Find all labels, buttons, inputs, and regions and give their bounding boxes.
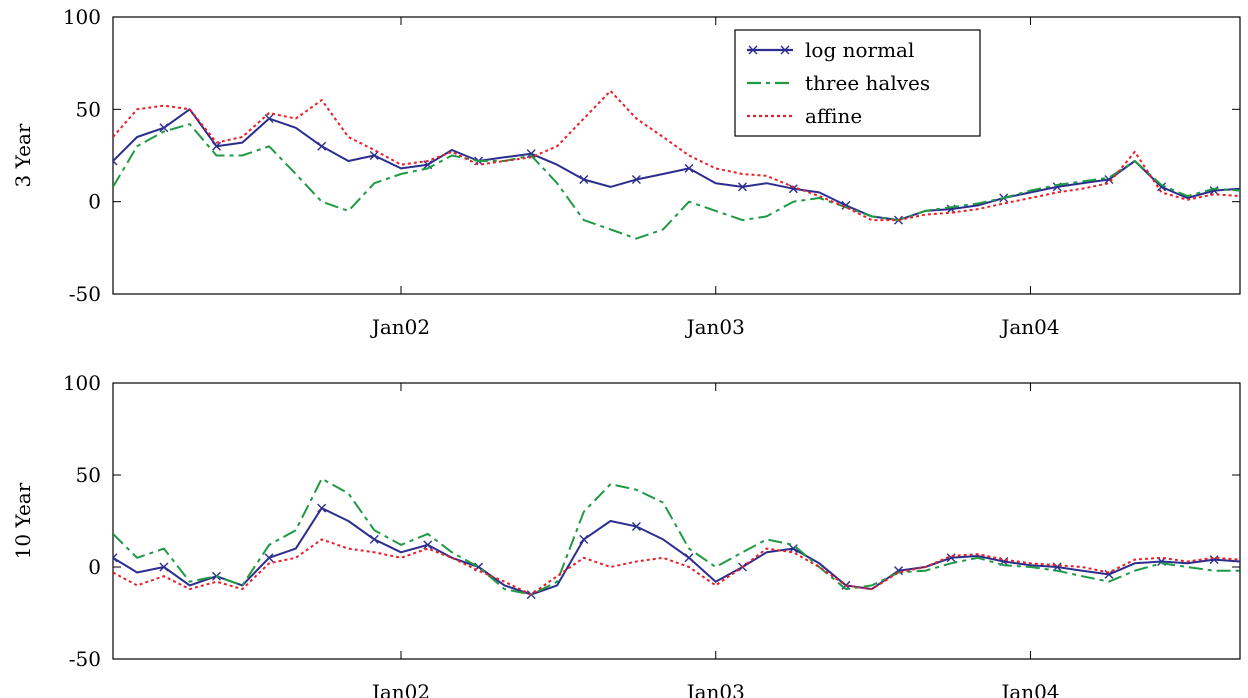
data-point-marker bbox=[423, 540, 433, 550]
legend-marker bbox=[780, 45, 790, 55]
series-line bbox=[113, 108, 1240, 222]
data-point-marker bbox=[1209, 555, 1219, 565]
data-point-marker bbox=[579, 534, 589, 544]
x-tick-label: Jan04 bbox=[999, 680, 1059, 698]
y-axis-label: 3 Year bbox=[11, 123, 35, 187]
series-affine bbox=[113, 538, 1240, 596]
chart-panel-1: -50 0 50 100 Jan02 Jan03 Jan04 3 Year log normal… bbox=[11, 5, 1241, 339]
y-tick-label: 50 bbox=[76, 97, 101, 121]
data-point-marker bbox=[737, 182, 747, 192]
x-tick-label: Jan03 bbox=[685, 315, 745, 339]
x-tick-label: Jan04 bbox=[999, 315, 1059, 339]
data-point-marker bbox=[159, 123, 169, 133]
plot-frame bbox=[112, 16, 1241, 295]
data-point-marker bbox=[526, 149, 536, 159]
y-tick-label: 0 bbox=[88, 555, 101, 579]
legend-marker bbox=[748, 45, 758, 55]
legend-label: affine bbox=[805, 104, 862, 128]
data-point-marker bbox=[211, 141, 221, 151]
data-point-marker bbox=[631, 175, 641, 185]
series-affine bbox=[113, 89, 1240, 222]
series-line bbox=[113, 123, 1240, 240]
data-point-marker bbox=[631, 522, 641, 532]
data-point-marker bbox=[788, 184, 798, 194]
series-line bbox=[113, 89, 1240, 222]
data-point-marker bbox=[159, 562, 169, 572]
series-log-normal bbox=[113, 503, 1240, 600]
legend-label: log normal bbox=[805, 38, 914, 62]
data-point-marker bbox=[579, 175, 589, 185]
series-three-halves bbox=[113, 123, 1240, 240]
legend-label: three halves bbox=[805, 71, 930, 95]
data-point-marker bbox=[684, 163, 694, 173]
data-point-marker bbox=[264, 114, 274, 124]
data-point-marker bbox=[684, 553, 694, 563]
series-line bbox=[113, 538, 1240, 596]
series-log-normal bbox=[113, 108, 1240, 225]
data-point-marker bbox=[369, 151, 379, 160]
y-tick-label: 50 bbox=[76, 463, 101, 487]
y-tick-label: -50 bbox=[69, 647, 101, 671]
y-axis-label: 10 Year bbox=[11, 482, 35, 559]
plot-frame bbox=[112, 382, 1241, 660]
data-point-marker bbox=[113, 553, 118, 563]
legend: log normal three halves affine bbox=[734, 29, 981, 137]
series-three-halves bbox=[113, 477, 1240, 596]
series-line bbox=[113, 507, 1240, 596]
y-tick-label: 100 bbox=[63, 5, 101, 29]
y-tick-label: 100 bbox=[63, 371, 101, 395]
data-point-marker bbox=[113, 156, 118, 166]
data-point-marker bbox=[317, 503, 327, 513]
y-tick-label: -50 bbox=[69, 282, 101, 306]
chart-panel-2: -50 0 50 100 Jan02 Jan03 Jan04 10 Year bbox=[11, 371, 1241, 698]
data-point-marker bbox=[369, 534, 379, 544]
x-tick-label: Jan03 bbox=[685, 680, 745, 698]
data-point-marker bbox=[1157, 182, 1167, 192]
data-point-marker bbox=[317, 141, 327, 151]
x-tick-label: Jan02 bbox=[370, 680, 430, 698]
x-tick-label: Jan02 bbox=[370, 315, 430, 339]
data-point-marker bbox=[264, 553, 274, 563]
series-line bbox=[113, 477, 1240, 596]
y-tick-label: 0 bbox=[88, 190, 101, 214]
